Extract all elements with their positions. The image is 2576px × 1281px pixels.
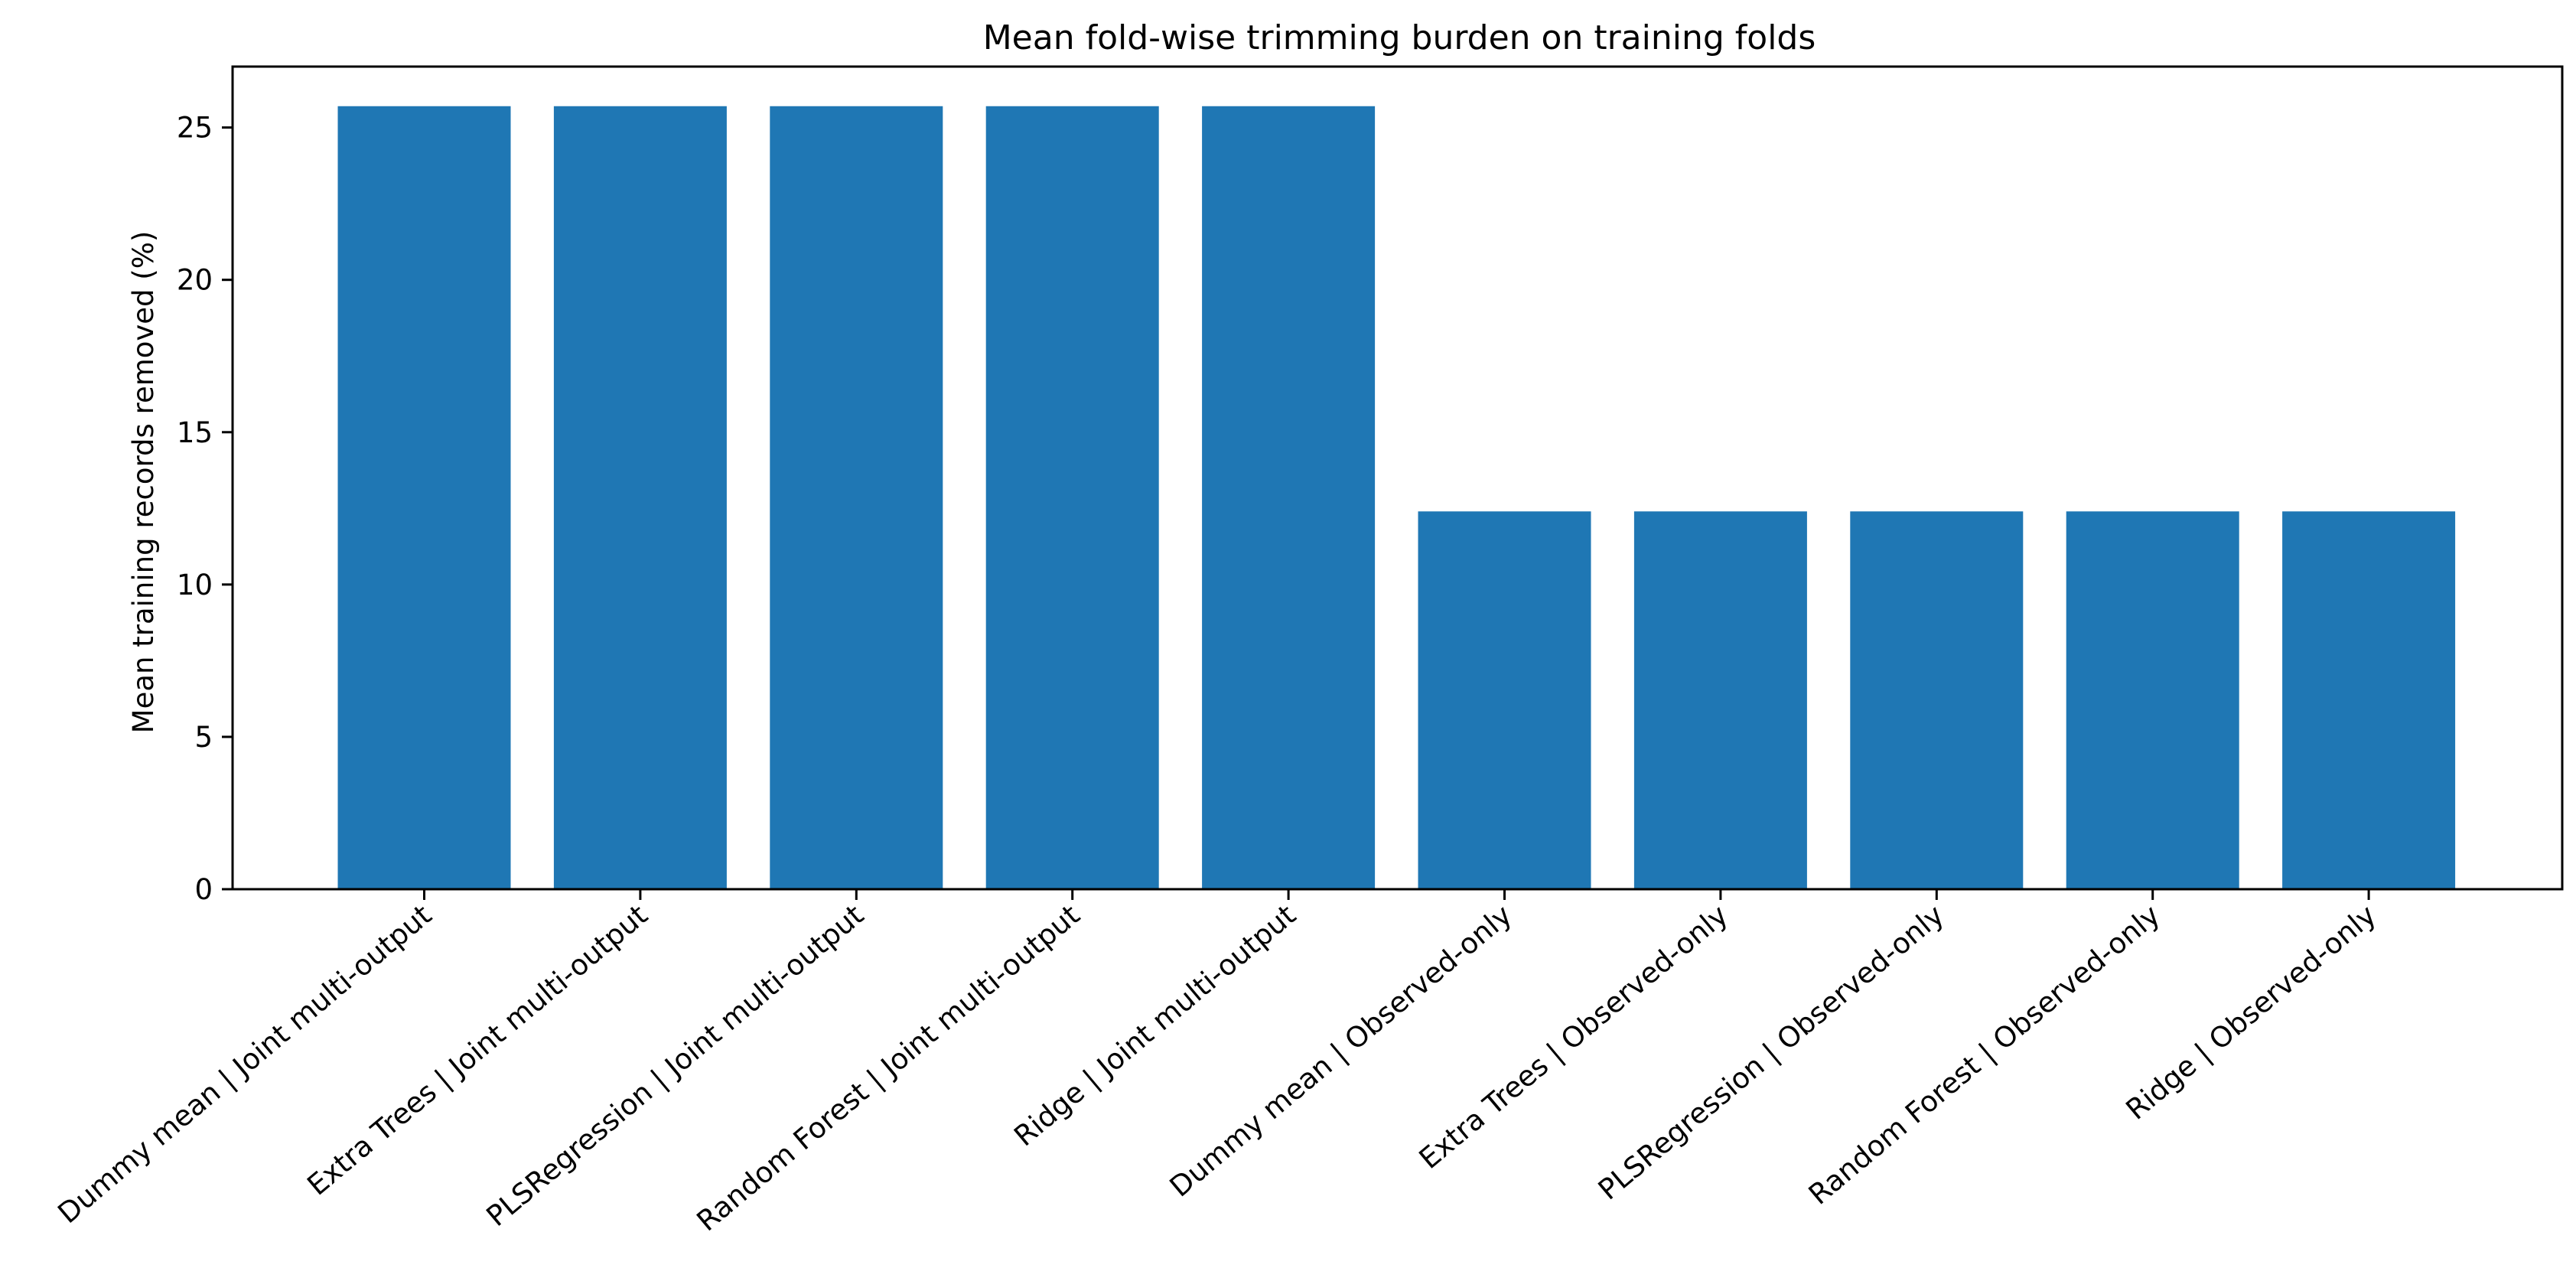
bar bbox=[770, 106, 943, 889]
y-tick-label: 15 bbox=[177, 416, 213, 449]
bar bbox=[1633, 511, 1807, 889]
y-axis: 0 5 10 15 20 25 bbox=[177, 112, 233, 906]
y-tick-label: 5 bbox=[194, 721, 213, 754]
bar bbox=[337, 106, 511, 889]
bar bbox=[2066, 511, 2239, 889]
y-tick-label: 10 bbox=[177, 569, 213, 601]
x-tick-label: PLSRegression | Joint multi-output bbox=[480, 898, 870, 1233]
x-tick-label: Dummy mean | Observed-only bbox=[1164, 898, 1518, 1204]
bar bbox=[2282, 511, 2456, 889]
chart-title: Mean fold-wise trimming burden on traini… bbox=[983, 18, 1816, 57]
bar bbox=[985, 106, 1159, 889]
plot-frame bbox=[231, 65, 2564, 891]
y-tick-label: 25 bbox=[177, 112, 213, 145]
x-tick-label: Random Forest | Observed-only bbox=[1803, 898, 2167, 1211]
y-tick-label: 20 bbox=[177, 264, 213, 297]
x-tick-label: Ridge | Observed-only bbox=[2120, 898, 2382, 1126]
x-tick-label: Dummy mean | Joint multi-output bbox=[52, 898, 438, 1230]
bars-group bbox=[337, 106, 2456, 889]
bar bbox=[1202, 106, 1376, 889]
x-tick-label: PLSRegression | Observed-only bbox=[1592, 898, 1950, 1207]
bar bbox=[1418, 511, 1591, 889]
y-axis-label: Mean training records removed (%) bbox=[127, 231, 160, 734]
x-tick-label: Random Forest | Joint multi-output bbox=[691, 898, 1086, 1237]
x-tick-label: Extra Trees | Joint multi-output bbox=[301, 898, 653, 1202]
bar bbox=[553, 106, 727, 889]
bar bbox=[1850, 511, 2024, 889]
y-tick-label: 0 bbox=[194, 873, 213, 906]
